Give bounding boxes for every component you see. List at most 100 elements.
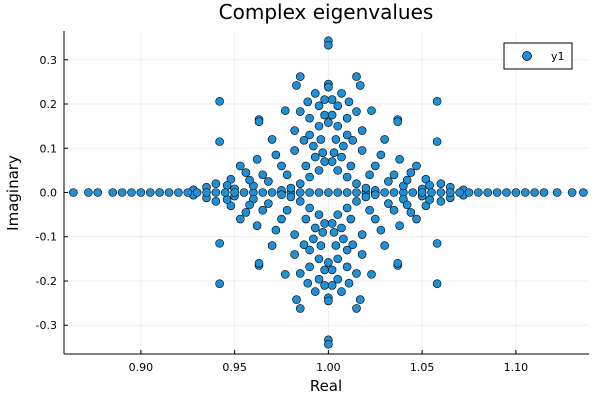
- data-point: [389, 170, 399, 180]
- data-point: [348, 135, 358, 145]
- data-point: [393, 117, 403, 127]
- data-point: [445, 188, 455, 197]
- data-point: [267, 135, 277, 144]
- data-point: [384, 177, 393, 186]
- data-point: [295, 197, 305, 206]
- data-point: [324, 118, 333, 127]
- data-point: [352, 197, 361, 206]
- data-point: [305, 203, 314, 213]
- data-point: [84, 188, 93, 197]
- data-point: [357, 126, 367, 135]
- data-point: [299, 240, 309, 250]
- data-point: [342, 113, 352, 123]
- data-points: [69, 36, 588, 349]
- data-point: [301, 214, 311, 224]
- data-point: [252, 221, 262, 230]
- data-point: [310, 89, 320, 98]
- x-axis-label: Real: [310, 377, 342, 395]
- data-point: [215, 97, 224, 106]
- data-point: [305, 188, 314, 197]
- data-point: [427, 188, 436, 197]
- data-point: [327, 157, 337, 166]
- data-point: [492, 188, 502, 197]
- data-point: [226, 201, 236, 211]
- data-point: [342, 262, 352, 272]
- data-point: [432, 279, 442, 288]
- data-point: [136, 188, 146, 197]
- data-point: [303, 97, 313, 107]
- chart-title: Complex eigenvalues: [219, 0, 434, 24]
- data-point: [376, 225, 386, 235]
- data-point: [406, 208, 416, 217]
- x-tick-label: 1.05: [410, 361, 435, 374]
- data-point: [331, 135, 341, 144]
- data-point: [432, 239, 442, 248]
- data-point: [324, 339, 333, 349]
- data-point: [183, 188, 193, 197]
- data-point: [333, 101, 343, 111]
- data-point: [258, 188, 268, 197]
- data-point: [520, 188, 530, 197]
- data-point: [127, 188, 136, 197]
- data-point: [282, 205, 292, 215]
- data-point: [421, 201, 431, 211]
- data-point: [299, 135, 309, 145]
- data-point: [342, 203, 352, 213]
- data-point: [277, 161, 286, 171]
- data-point: [455, 188, 464, 197]
- data-point: [361, 183, 371, 193]
- data-point: [567, 188, 577, 197]
- data-point: [357, 250, 367, 259]
- data-point: [301, 161, 311, 171]
- data-point: [145, 188, 155, 197]
- data-point: [346, 161, 356, 171]
- data-point: [226, 174, 236, 184]
- data-point: [192, 188, 202, 197]
- data-point: [241, 168, 251, 177]
- data-point: [344, 97, 354, 107]
- data-point: [367, 270, 376, 279]
- legend: y1: [503, 42, 573, 70]
- data-point: [380, 135, 389, 144]
- data-point: [292, 81, 301, 90]
- x-tick-label: 1.00: [316, 361, 341, 374]
- data-point: [310, 152, 320, 162]
- data-point: [327, 281, 337, 290]
- data-point: [412, 161, 421, 171]
- data-point: [370, 161, 380, 171]
- data-point: [339, 234, 348, 244]
- data-point: [277, 190, 286, 200]
- data-point: [69, 188, 78, 197]
- data-point: [264, 177, 273, 186]
- data-point: [314, 274, 324, 284]
- data-point: [235, 214, 245, 224]
- legend-box: [503, 42, 573, 70]
- data-point: [211, 197, 221, 206]
- data-point: [258, 205, 268, 215]
- data-point: [222, 195, 232, 204]
- data-point: [352, 179, 361, 188]
- data-point: [530, 188, 539, 197]
- data-point: [220, 188, 230, 197]
- data-point: [342, 172, 352, 182]
- data-point: [421, 174, 431, 184]
- data-point: [380, 188, 389, 197]
- data-point: [432, 137, 442, 146]
- data-point: [333, 188, 343, 197]
- data-point: [117, 188, 127, 197]
- data-point: [376, 150, 386, 160]
- data-point: [241, 208, 251, 217]
- data-point: [436, 197, 446, 206]
- data-point: [235, 161, 245, 171]
- data-point: [245, 200, 254, 210]
- data-point: [539, 188, 549, 197]
- y-tick-label: 0.3: [40, 54, 58, 67]
- data-point: [252, 155, 262, 164]
- data-point: [310, 223, 320, 233]
- data-point: [355, 81, 365, 90]
- data-point: [222, 181, 232, 190]
- data-point: [324, 188, 333, 197]
- data-point: [342, 130, 352, 140]
- data-point: [215, 137, 224, 146]
